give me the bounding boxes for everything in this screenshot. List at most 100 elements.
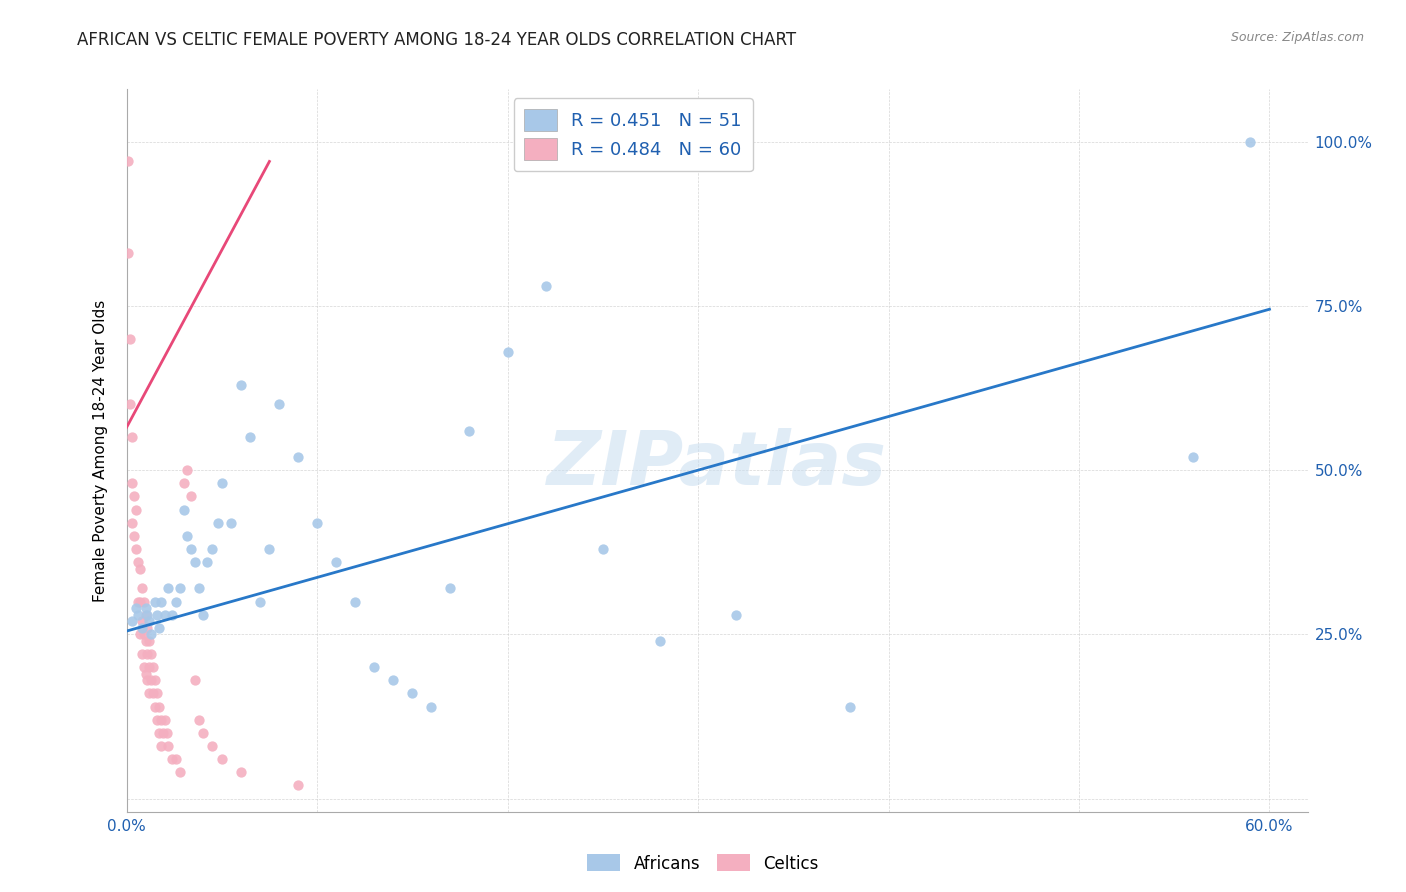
Text: AFRICAN VS CELTIC FEMALE POVERTY AMONG 18-24 YEAR OLDS CORRELATION CHART: AFRICAN VS CELTIC FEMALE POVERTY AMONG 1… (77, 31, 796, 49)
Point (173, 476, 195, 491)
Point (120, 332, 142, 346)
Point (211, 476, 233, 491)
Point (128, 594, 150, 608)
Point (382, 673, 405, 688)
Point (146, 713, 169, 727)
Point (136, 621, 159, 635)
Point (127, 594, 149, 608)
Point (157, 582, 180, 596)
Point (648, 634, 671, 648)
Point (157, 739, 180, 753)
Point (165, 594, 187, 608)
Point (211, 752, 233, 766)
Point (592, 541, 614, 556)
Point (363, 660, 385, 674)
Point (135, 666, 157, 681)
Point (839, 699, 862, 714)
Point (122, 529, 145, 543)
Point (122, 490, 145, 504)
Point (201, 739, 224, 753)
Point (229, 377, 252, 392)
Point (138, 614, 160, 628)
Point (207, 516, 229, 530)
Point (152, 726, 174, 740)
Point (191, 607, 214, 622)
Point (125, 601, 148, 615)
Point (128, 627, 150, 641)
Point (142, 686, 165, 700)
Point (135, 607, 157, 622)
Point (439, 582, 461, 596)
Point (131, 582, 153, 596)
Point (149, 739, 172, 753)
Point (1239, 135, 1261, 149)
Text: Source: ZipAtlas.com: Source: ZipAtlas.com (1230, 31, 1364, 45)
Point (135, 634, 157, 648)
Point (146, 686, 169, 700)
Point (184, 555, 207, 569)
Point (287, 450, 309, 464)
Point (325, 555, 347, 569)
Point (153, 713, 176, 727)
Point (401, 686, 423, 700)
Point (162, 752, 184, 766)
Point (169, 582, 191, 596)
Point (121, 516, 143, 530)
Point (239, 430, 262, 444)
Point (138, 660, 160, 674)
Point (1182, 450, 1205, 464)
Point (267, 397, 290, 411)
Point (496, 345, 519, 359)
Point (458, 424, 481, 438)
Point (534, 279, 557, 293)
Point (132, 660, 155, 674)
Point (344, 594, 367, 608)
Point (165, 752, 187, 766)
Point (127, 607, 149, 622)
Point (180, 541, 202, 556)
Point (305, 516, 328, 530)
Point (149, 594, 172, 608)
Point (176, 529, 198, 543)
Point (121, 430, 143, 444)
Point (187, 713, 209, 727)
Point (153, 607, 176, 622)
Point (201, 541, 224, 556)
Point (131, 614, 153, 628)
Point (146, 607, 169, 622)
Point (121, 476, 143, 491)
Point (148, 726, 170, 740)
Point (180, 490, 202, 504)
Point (420, 699, 443, 714)
Point (221, 516, 243, 530)
Point (131, 621, 153, 635)
Point (141, 673, 163, 688)
Legend: R = 0.451   N = 51, R = 0.484   N = 60: R = 0.451 N = 51, R = 0.484 N = 60 (513, 98, 752, 171)
Point (169, 765, 191, 780)
Point (120, 397, 142, 411)
Text: ZIPatlas: ZIPatlas (547, 428, 887, 501)
Point (187, 582, 209, 596)
Point (138, 634, 160, 648)
Point (141, 627, 163, 641)
Point (136, 607, 159, 622)
Point (195, 555, 218, 569)
Point (143, 699, 166, 714)
Point (125, 541, 148, 556)
Point (125, 502, 148, 516)
Point (148, 621, 170, 635)
Point (162, 607, 184, 622)
Point (173, 502, 195, 516)
Point (121, 614, 143, 628)
Legend: Africans, Celtics: Africans, Celtics (581, 847, 825, 880)
Point (249, 594, 271, 608)
Point (184, 673, 207, 688)
Point (259, 541, 281, 556)
Point (132, 627, 155, 641)
Point (138, 686, 160, 700)
Point (143, 594, 166, 608)
Point (117, 154, 139, 169)
Point (131, 647, 153, 661)
Point (143, 673, 166, 688)
Point (117, 246, 139, 260)
